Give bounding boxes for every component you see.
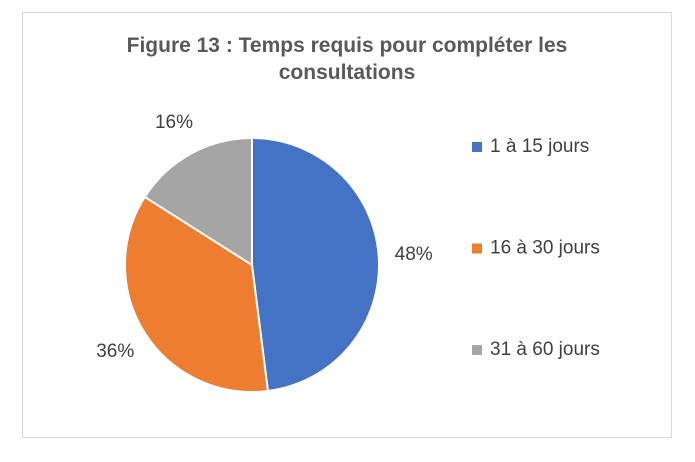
legend-label: 31 à 60 jours	[490, 339, 600, 360]
data-label: 16%	[155, 112, 193, 133]
pie-slice	[124, 195, 270, 393]
data-label: 48%	[395, 244, 433, 265]
data-label: 36%	[96, 341, 134, 362]
pie-slice	[143, 136, 253, 267]
legend-label: 1 à 15 jours	[490, 136, 589, 157]
legend-swatch	[472, 345, 482, 355]
chart-title: Figure 13 : Temps requis pour compléter …	[126, 34, 568, 84]
chart-frame	[22, 12, 672, 438]
legend-swatch	[472, 243, 482, 254]
legend-swatch	[472, 142, 482, 152]
pie-slice	[251, 136, 380, 393]
legend-label: 16 à 30 jours	[490, 238, 600, 259]
